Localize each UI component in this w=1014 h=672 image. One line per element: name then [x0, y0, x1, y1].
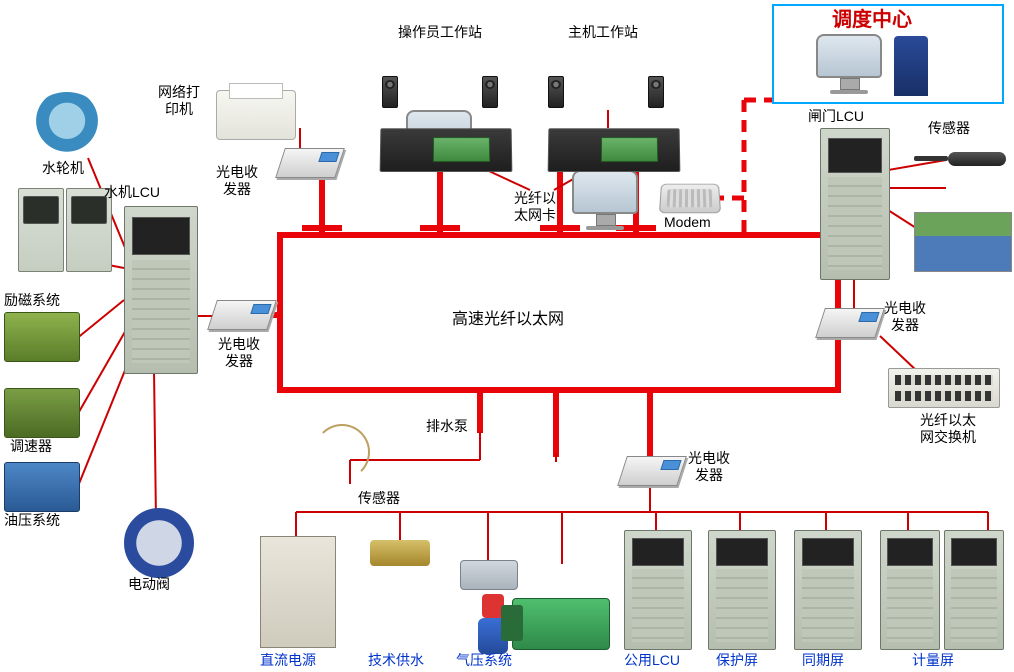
sensor-mid-label: 传感器: [358, 490, 400, 507]
public-lcu-label: 公用LCU: [624, 652, 680, 669]
meter-panel-label: 计量屏: [912, 652, 954, 669]
center-title: 高速光纤以太网: [452, 310, 564, 329]
host-speaker-l: [548, 76, 564, 108]
host-monitor-icon: [566, 170, 644, 230]
sync-panel-label: 同期屏: [802, 652, 844, 669]
excitation-label: 励磁系统: [4, 292, 60, 309]
sensor-top-icon: [948, 152, 1006, 166]
gate-lcu-label: 闸门LCU: [808, 108, 864, 125]
protect-panel-icon: [708, 530, 776, 650]
diagram-canvas: { "diagram": { "type": "network", "title…: [0, 0, 1014, 672]
meter-panel2-icon: [944, 530, 1004, 650]
converter4-icon: [815, 308, 885, 338]
converter4-label: 光电收 发器: [884, 300, 926, 334]
fiber-switch-icon: [888, 368, 1000, 408]
printer-label: 网络打 印机: [158, 84, 200, 118]
op-ws-label: 操作员工作站: [398, 24, 482, 41]
public-lcu-icon: [624, 530, 692, 650]
modem-label: Modem: [664, 214, 711, 231]
protect-panel-label: 保护屏: [716, 652, 758, 669]
dispatch-center-title: 调度中心: [832, 8, 912, 32]
op-rack-icon: [380, 128, 513, 172]
fiber-nic-label: 光纤以 太网卡: [514, 190, 556, 224]
dc-power-icon: [260, 536, 336, 648]
oil-system-label: 油压系统: [4, 512, 60, 529]
sensor-mid-icon: [314, 424, 370, 480]
drain-pump-label: 排水泵: [426, 418, 468, 435]
motor-valve-icon: [124, 508, 194, 578]
air-blower-icon: [460, 560, 518, 590]
air-system-label: 气压系统: [456, 652, 512, 669]
host-speaker-r: [648, 76, 664, 108]
gate-lcu-icon: [820, 128, 890, 280]
governor-label: 调速器: [10, 438, 52, 455]
hydro-lcu-aux1: [18, 188, 64, 272]
printer-icon: [216, 90, 296, 140]
fiber-switch-label: 光纤以太 网交换机: [920, 412, 976, 446]
host-rack-icon: [548, 128, 681, 172]
dispatch-tower-icon: [894, 36, 928, 96]
tech-water-tool-icon: [370, 540, 430, 566]
converter1-icon: [275, 148, 345, 178]
excitation-icon: [4, 312, 80, 362]
converter2-icon: [207, 300, 277, 330]
hydro-lcu-label: 水机LCU: [104, 184, 160, 201]
sync-panel-icon: [794, 530, 862, 650]
turbine-label: 水轮机: [42, 160, 84, 177]
governor-icon: [4, 388, 80, 438]
oil-system-icon: [4, 462, 80, 512]
hydro-lcu-icon: [124, 206, 198, 374]
meter-panel1-icon: [880, 530, 940, 650]
op-speaker-l: [382, 76, 398, 108]
converter3-label: 光电收 发器: [688, 450, 730, 484]
tech-water-label: 技术供水: [368, 652, 424, 669]
dc-power-label: 直流电源: [260, 652, 316, 669]
converter2-label: 光电收 发器: [218, 336, 260, 370]
dispatch-pc-icon: [810, 34, 888, 94]
host-ws-label: 主机工作站: [568, 24, 638, 41]
air-system-icon: [512, 598, 610, 650]
converter1-label: 光电收 发器: [216, 164, 258, 198]
motor-valve-label: 电动阀: [128, 576, 170, 593]
converter3-icon: [617, 456, 687, 486]
sensor-top-label: 传感器: [928, 120, 970, 137]
dam-photo-icon: [914, 212, 1012, 272]
op-speaker-r: [482, 76, 498, 108]
turbine-icon: [30, 92, 104, 156]
modem-icon: [659, 184, 721, 214]
